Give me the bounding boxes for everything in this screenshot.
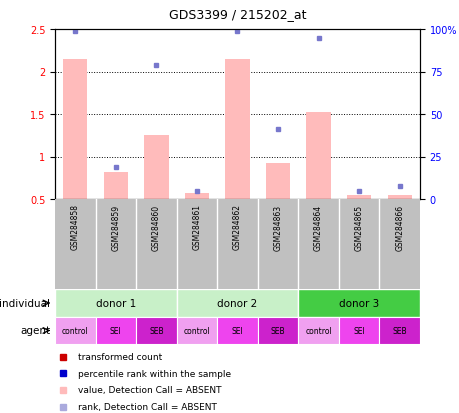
Text: GSM284864: GSM284864 (313, 204, 322, 250)
Bar (346, 195, 370, 199)
Text: control: control (62, 326, 89, 335)
Bar (379, 317, 419, 344)
Text: SEI: SEI (231, 326, 243, 335)
Bar (63, 59, 87, 199)
Text: GSM284861: GSM284861 (192, 204, 201, 250)
Bar (55, 317, 95, 344)
Bar (338, 317, 379, 344)
Text: SEB: SEB (270, 326, 285, 335)
Text: SEB: SEB (392, 326, 406, 335)
Bar (176, 317, 217, 344)
Text: individual: individual (0, 298, 50, 308)
Bar (176, 289, 298, 317)
Text: percentile rank within the sample: percentile rank within the sample (78, 369, 231, 378)
Text: transformed count: transformed count (78, 352, 162, 361)
Text: rank, Detection Call = ABSENT: rank, Detection Call = ABSENT (78, 402, 217, 411)
Bar (225, 59, 249, 199)
Text: GDS3399 / 215202_at: GDS3399 / 215202_at (168, 8, 306, 21)
Text: value, Detection Call = ABSENT: value, Detection Call = ABSENT (78, 385, 221, 394)
Text: donor 1: donor 1 (95, 298, 136, 308)
Bar (185, 194, 209, 199)
Text: GSM284862: GSM284862 (233, 204, 241, 250)
Bar (387, 195, 411, 199)
Bar (103, 172, 128, 199)
Text: GSM284865: GSM284865 (354, 204, 363, 250)
Bar (298, 317, 338, 344)
Bar (55, 289, 176, 317)
Text: SEI: SEI (353, 326, 364, 335)
Bar (217, 317, 257, 344)
Text: control: control (305, 326, 331, 335)
Bar (95, 317, 136, 344)
Bar (136, 317, 176, 344)
Text: GSM284866: GSM284866 (394, 204, 403, 250)
Bar (257, 317, 298, 344)
Text: control: control (183, 326, 210, 335)
Text: GSM284858: GSM284858 (71, 204, 79, 250)
Text: donor 2: donor 2 (217, 298, 257, 308)
Text: agent: agent (20, 326, 50, 336)
Text: donor 3: donor 3 (338, 298, 379, 308)
Text: GSM284859: GSM284859 (111, 204, 120, 250)
Text: GSM284860: GSM284860 (151, 204, 161, 250)
Bar (306, 113, 330, 199)
Bar (144, 136, 168, 199)
Text: SEB: SEB (149, 326, 163, 335)
Bar (265, 164, 290, 199)
Bar (298, 289, 419, 317)
Text: SEI: SEI (110, 326, 122, 335)
Text: GSM284863: GSM284863 (273, 204, 282, 250)
